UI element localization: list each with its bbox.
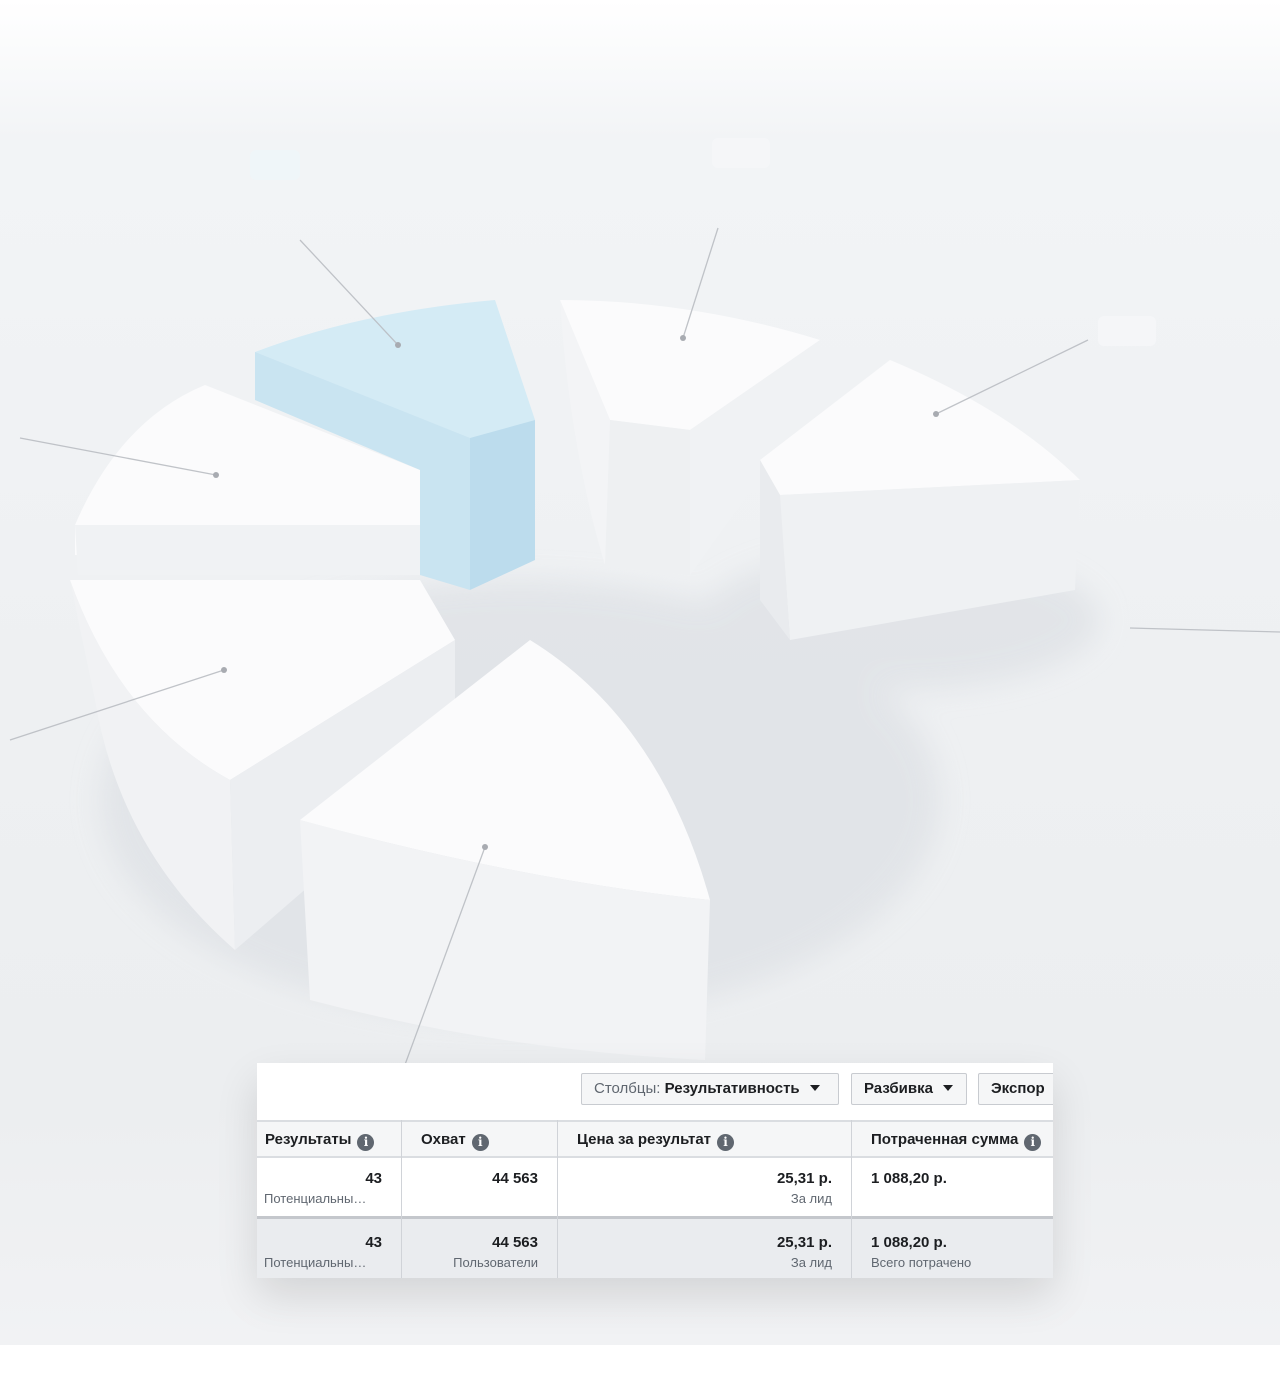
background-pie-illustration bbox=[0, 0, 1280, 1345]
pie-slices-graphic bbox=[9, 150, 1280, 1101]
summary-reach-value: 44 563 bbox=[492, 1234, 538, 1251]
summary-row: 43 Потенциальны… 44 563 Пользователи 25,… bbox=[257, 1219, 1053, 1278]
summary-spent-value: 1 088,20 р. bbox=[871, 1234, 947, 1251]
table-row[interactable]: 43 Потенциальны… 44 563 25,31 р. За лид … bbox=[257, 1158, 1053, 1216]
info-icon[interactable]: i bbox=[471, 1134, 489, 1151]
summary-results-type: Потенциальны… bbox=[264, 1255, 367, 1270]
column-header-cost-per-result[interactable]: Цена за результат i bbox=[569, 1122, 851, 1156]
spent-value: 1 088,20 р. bbox=[871, 1170, 947, 1187]
columns-value-label: Результативность bbox=[664, 1080, 800, 1097]
reach-value: 44 563 bbox=[492, 1170, 538, 1187]
caret-down-icon bbox=[809, 1085, 820, 1091]
columns-prefix-label: Столбцы: bbox=[594, 1080, 661, 1097]
column-header-label: Цена за результат bbox=[577, 1131, 712, 1148]
column-divider bbox=[557, 1120, 558, 1278]
results-type: Потенциальны… bbox=[264, 1191, 367, 1206]
column-header-label: Результаты bbox=[265, 1131, 352, 1148]
columns-dropdown-button[interactable]: Столбцы: Результативность bbox=[581, 1073, 839, 1105]
column-header-reach[interactable]: Охват i bbox=[413, 1122, 557, 1156]
column-header-amount-spent[interactable]: Потраченная сумма i bbox=[863, 1122, 1053, 1156]
column-header-label: Потраченная сумма bbox=[871, 1131, 1019, 1148]
table-header-row: Результаты i Охват i Цена за результат i По… bbox=[257, 1120, 1053, 1158]
export-label: Экспор bbox=[991, 1080, 1045, 1097]
caret-down-icon bbox=[943, 1085, 954, 1091]
cost-unit: За лид bbox=[790, 1191, 832, 1206]
column-divider bbox=[851, 1120, 852, 1278]
summary-cost-unit: За лид bbox=[790, 1255, 832, 1270]
info-icon[interactable]: i bbox=[1024, 1134, 1042, 1151]
info-icon[interactable]: i bbox=[717, 1134, 735, 1151]
report-toolbar: Столбцы: Результативность Разбивка Экспо… bbox=[257, 1063, 1053, 1120]
ads-report-panel: Столбцы: Результативность Разбивка Экспо… bbox=[257, 1063, 1053, 1278]
column-header-label: Охват bbox=[421, 1131, 466, 1148]
column-divider bbox=[401, 1120, 402, 1278]
row-divider bbox=[257, 1216, 1053, 1219]
summary-cost-value: 25,31 р. bbox=[776, 1234, 832, 1251]
export-button[interactable]: Экспор bbox=[978, 1073, 1053, 1105]
summary-spent-unit: Всего потрачено bbox=[871, 1255, 972, 1270]
summary-reach-unit: Пользователи bbox=[453, 1255, 538, 1270]
info-icon[interactable]: i bbox=[357, 1134, 375, 1151]
bottom-strip bbox=[0, 1345, 1280, 1383]
summary-results-value: 43 bbox=[365, 1234, 382, 1251]
breakdown-dropdown-button[interactable]: Разбивка bbox=[851, 1073, 967, 1105]
column-header-results[interactable]: Результаты i bbox=[257, 1122, 401, 1156]
results-value: 43 bbox=[365, 1170, 382, 1187]
cost-value: 25,31 р. bbox=[776, 1170, 832, 1187]
breakdown-label: Разбивка bbox=[864, 1080, 933, 1097]
